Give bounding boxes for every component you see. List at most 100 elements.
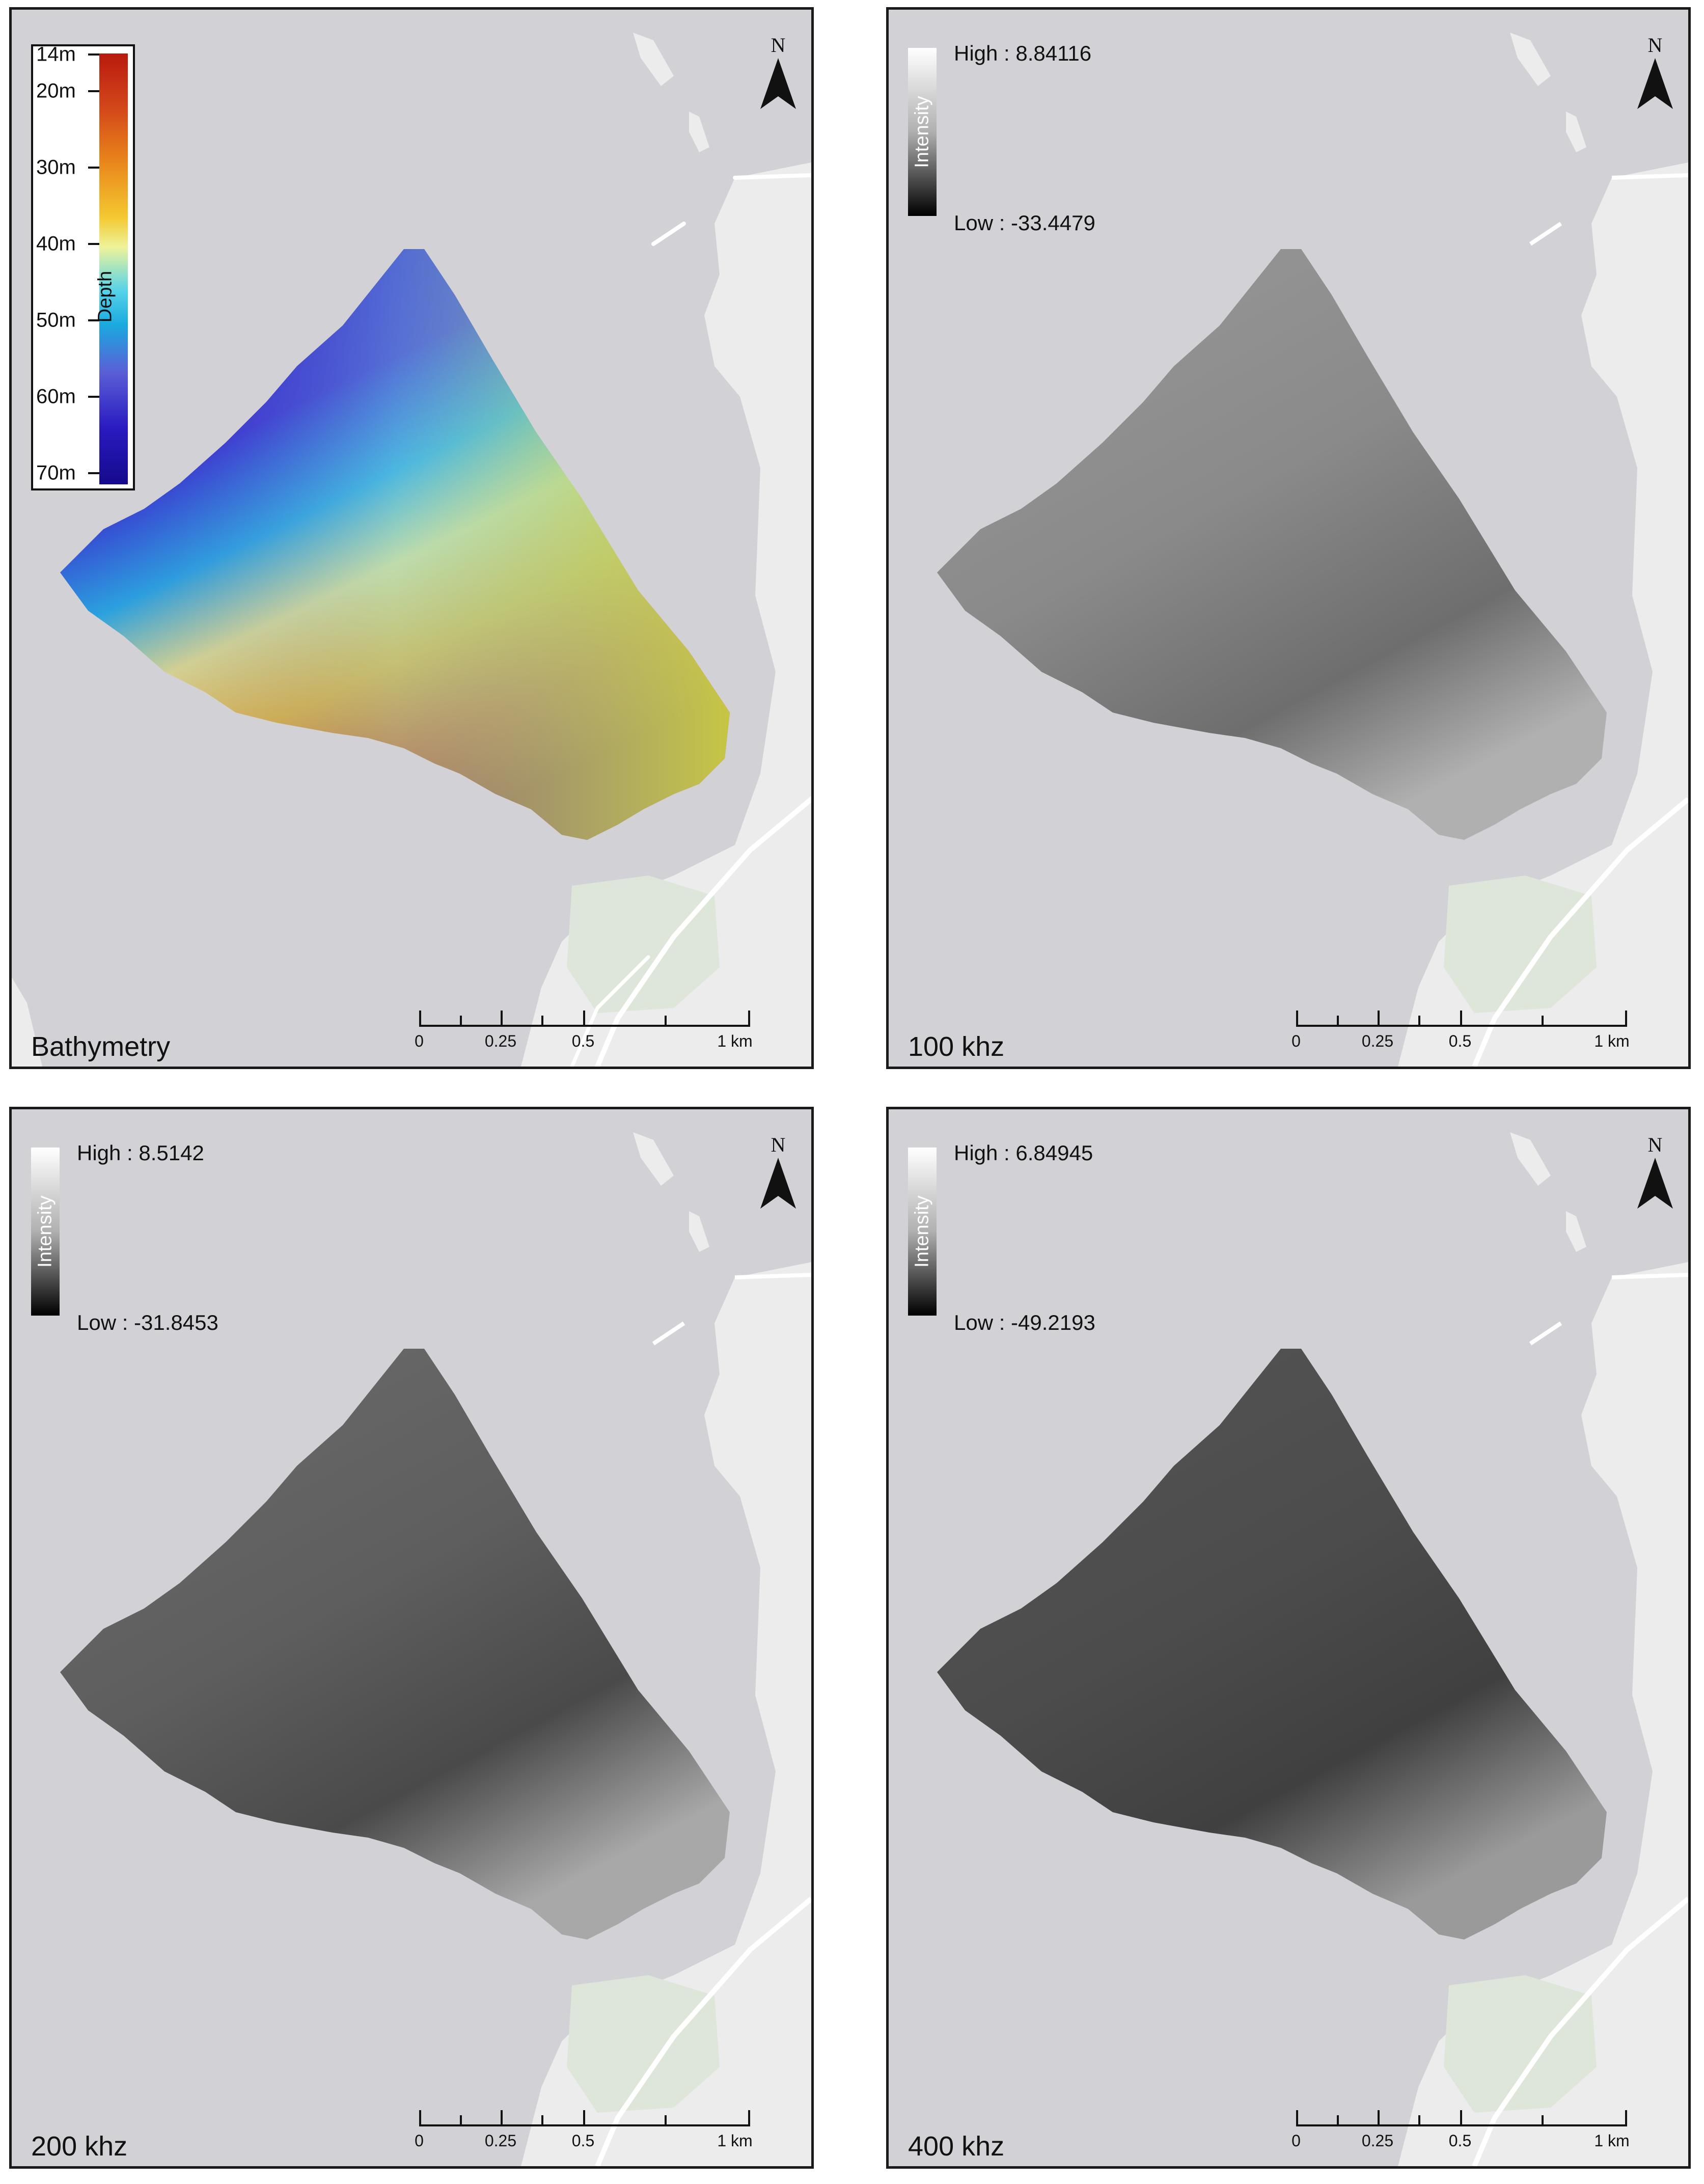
- north-label: N: [771, 34, 786, 57]
- scale-tick: [748, 1011, 750, 1027]
- survey-400khz: [937, 1349, 1607, 1940]
- scale-tick: [1542, 1016, 1544, 1026]
- intensity-high-label: High : 8.5142: [77, 1141, 204, 1165]
- north-arrow: N: [755, 35, 801, 114]
- basemap-roads: [1472, 173, 1688, 1067]
- scale-tick: [1625, 2110, 1627, 2126]
- scale-label: 0.25: [484, 1032, 517, 1050]
- scale-tick: [501, 1011, 503, 1027]
- scale-label: 0: [415, 1032, 424, 1050]
- basemap-park: [1444, 876, 1597, 1013]
- scale-tick: [501, 2110, 503, 2126]
- scale-bar: 0 0.25 0.5 1 km: [1291, 1011, 1630, 1061]
- scale-tick: [460, 1016, 462, 1026]
- depth-tick: [88, 90, 99, 92]
- basemap-land: [521, 1132, 811, 2166]
- north-label: N: [1647, 1133, 1663, 1156]
- survey-100khz: [937, 249, 1607, 840]
- scale-bar: 0 0.25 0.5 1 km: [1291, 2110, 1630, 2161]
- depth-legend-title: Depth: [94, 270, 116, 323]
- north-label: N: [771, 1133, 786, 1156]
- panel-400khz: Intensity High : 6.84945 Low : -49.2193 …: [886, 1107, 1691, 2169]
- intensity-low-label: Low : -31.8453: [77, 1311, 218, 1334]
- scale-tick: [1542, 2115, 1544, 2125]
- north-arrow-icon: [1637, 58, 1673, 109]
- basemap-roads: [570, 173, 811, 1067]
- intensity-legend-title: Intensity: [911, 1195, 933, 1268]
- north-label: N: [1647, 34, 1663, 57]
- north-arrow: N: [1632, 1135, 1678, 1214]
- scale-tick: [419, 1011, 421, 1027]
- panel-title: 400 khz: [908, 2131, 1005, 2162]
- basemap-land: [1398, 33, 1688, 1067]
- survey-bathymetry: [60, 249, 730, 840]
- map-100khz: [937, 33, 1688, 1067]
- intensity-low-label: Low : -49.2193: [954, 1311, 1095, 1334]
- depth-label: 14m: [36, 43, 76, 66]
- scale-tick: [1625, 1011, 1627, 1027]
- scale-tick: [1296, 2110, 1298, 2126]
- scale-label: 0.25: [1361, 1032, 1394, 1050]
- depth-tick: [88, 319, 99, 321]
- panel-title: 100 khz: [908, 1031, 1005, 1062]
- depth-label: 40m: [36, 232, 76, 255]
- intensity-colorbar: Intensity: [908, 1148, 937, 1316]
- scale-label: 0: [415, 2132, 424, 2150]
- scale-tick: [583, 1011, 585, 1027]
- scale-bar: 0 0.25 0.5 1 km: [415, 1011, 753, 1061]
- scale-tick: [419, 2110, 421, 2126]
- intensity-legend-title: Intensity: [911, 96, 933, 168]
- scale-tick: [1337, 1016, 1339, 1026]
- scale-tick: [460, 2115, 462, 2125]
- north-arrow: N: [755, 1135, 801, 1214]
- depth-label: 20m: [36, 79, 76, 102]
- intensity-low-label: Low : -33.4479: [954, 211, 1095, 235]
- depth-tick: [88, 396, 99, 398]
- scale-label: 0: [1291, 1032, 1301, 1050]
- scale-label: 1 km: [1594, 1032, 1630, 1050]
- scale-tick: [1378, 2110, 1380, 2126]
- scale-tick: [665, 1016, 667, 1026]
- panel-title: 200 khz: [31, 2131, 128, 2162]
- scale-tick: [583, 2110, 585, 2126]
- scale-tick: [1418, 2115, 1420, 2125]
- north-arrow: N: [1632, 35, 1678, 114]
- basemap-land: [1398, 1132, 1688, 2166]
- scale-tick: [1460, 2110, 1462, 2126]
- map-400khz: [937, 1132, 1688, 2166]
- scale-tick: [1296, 1011, 1298, 1027]
- scale-tick: [1460, 1011, 1462, 1027]
- scale-label: 1 km: [1594, 2132, 1630, 2150]
- scale-tick: [1378, 1011, 1380, 1027]
- panel-bathymetry: 14m 20m 30m 40m 50m 60m 70m Depth N 0 0.…: [9, 7, 814, 1069]
- panel-200khz: Intensity High : 8.5142 Low : -31.8453 N…: [9, 1107, 814, 2169]
- north-arrow-icon: [760, 1158, 796, 1209]
- survey-200khz: [60, 1349, 730, 1940]
- depth-colorbar: [99, 53, 128, 484]
- depth-tick: [88, 53, 99, 56]
- depth-tick: [88, 472, 99, 474]
- basemap-roads: [595, 1273, 811, 2166]
- scale-label: 1 km: [717, 1032, 753, 1050]
- scale-label: 0.5: [1448, 2132, 1472, 2150]
- basemap-roads: [1472, 1273, 1688, 2166]
- scale-tick: [1418, 1016, 1420, 1026]
- depth-tick: [88, 243, 99, 245]
- panel-title: Bathymetry: [31, 1031, 171, 1062]
- basemap-land: [12, 33, 811, 1067]
- north-arrow-icon: [1637, 1158, 1673, 1209]
- intensity-colorbar: Intensity: [908, 48, 937, 216]
- map-200khz: [60, 1132, 811, 2166]
- basemap-park: [1444, 1975, 1597, 2113]
- depth-label: 70m: [36, 461, 76, 484]
- map-bathymetry: [12, 33, 811, 1067]
- scale-tick: [665, 2115, 667, 2125]
- scale-label: 0.5: [571, 1032, 595, 1050]
- basemap-park: [567, 876, 720, 1013]
- depth-tick: [88, 167, 99, 169]
- scale-tick: [541, 2115, 543, 2125]
- scale-label: 0.5: [1448, 1032, 1472, 1050]
- basemap-park: [567, 1975, 720, 2113]
- scale-tick: [748, 2110, 750, 2126]
- intensity-high-label: High : 8.84116: [954, 41, 1092, 65]
